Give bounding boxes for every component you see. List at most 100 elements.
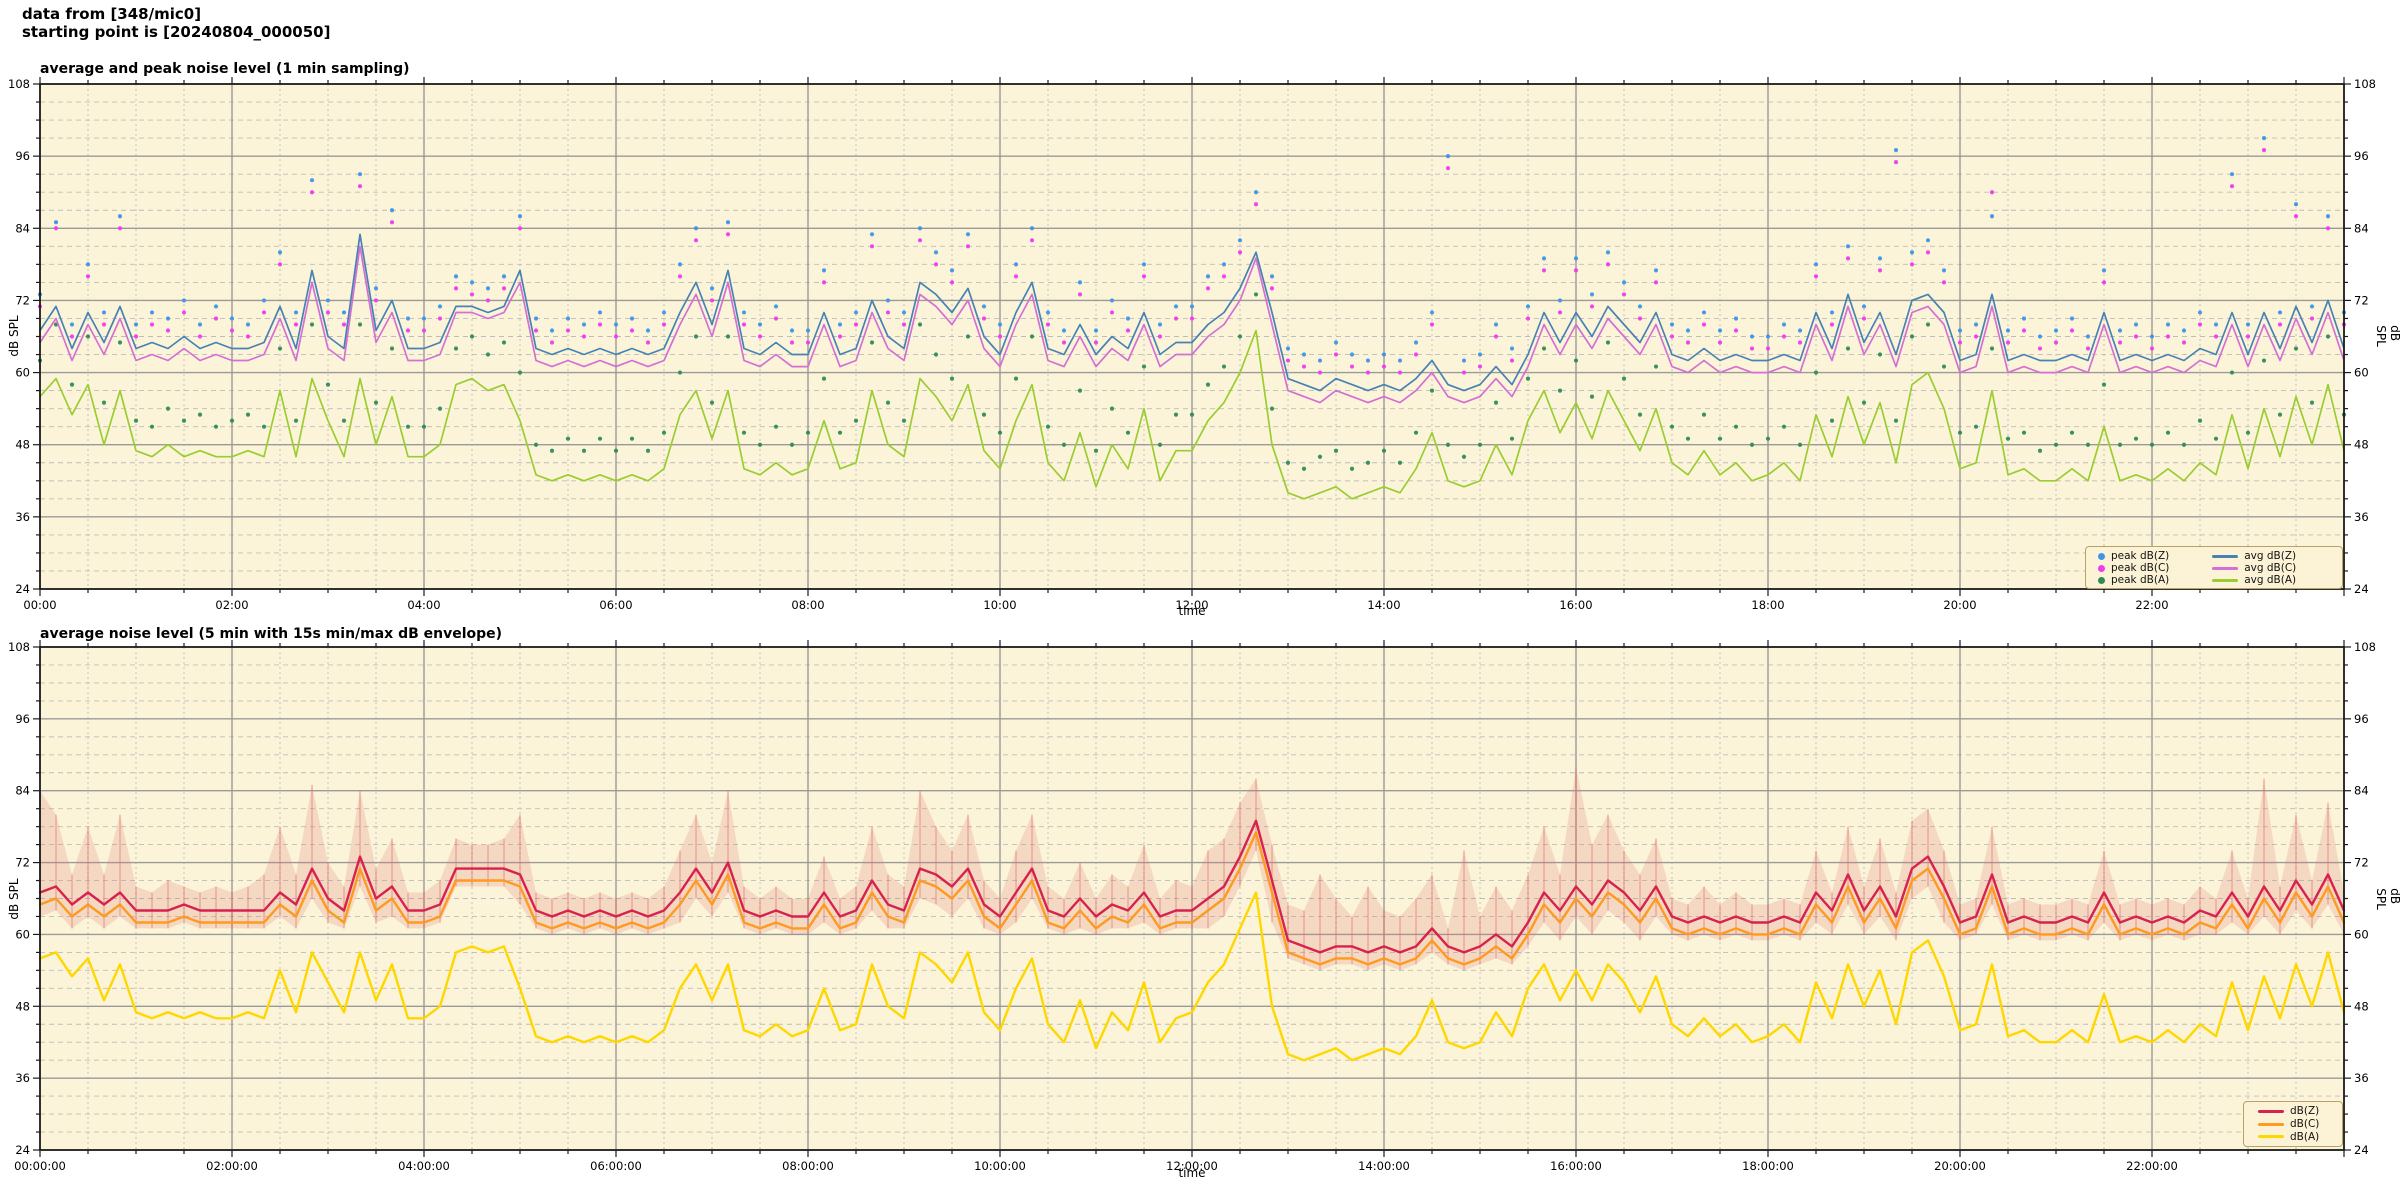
point-peak-db-c- <box>2229 184 2235 189</box>
point-peak-db-a- <box>565 436 571 441</box>
point-peak-db-a- <box>1557 388 1563 393</box>
point-peak-db-a- <box>1957 430 1963 435</box>
point-peak-db-z- <box>2261 136 2267 141</box>
chart2-legend: dB(Z) dB(C) dB(A) <box>2243 1101 2343 1147</box>
point-peak-db-z- <box>661 310 667 315</box>
point-peak-db-z- <box>901 310 907 315</box>
point-peak-db-z- <box>1477 352 1483 357</box>
point-peak-db-a- <box>837 430 843 435</box>
point-peak-db-a- <box>1637 412 1643 417</box>
point-peak-db-z- <box>485 286 491 291</box>
point-peak-db-z- <box>1877 256 1883 261</box>
point-peak-db-c- <box>2037 346 2043 351</box>
legend-label: avg dB(C) <box>2244 562 2297 574</box>
point-peak-db-z- <box>677 262 683 267</box>
point-peak-db-a- <box>165 406 171 411</box>
point-peak-db-c- <box>2181 340 2187 345</box>
point-peak-db-c- <box>1557 310 1563 315</box>
point-peak-db-z- <box>1541 256 1547 261</box>
x-tick-label: 02:00:00 <box>206 1159 258 1173</box>
point-peak-db-z- <box>757 322 763 327</box>
x-tick-label: 12:00 <box>1175 598 1208 612</box>
point-peak-db-z- <box>101 310 107 315</box>
point-peak-db-a- <box>2245 430 2251 435</box>
point-peak-db-z- <box>277 250 283 255</box>
point-peak-db-a- <box>1013 376 1019 381</box>
point-peak-db-a- <box>293 418 299 423</box>
chart2-xlabel: time <box>1178 1166 1206 1180</box>
point-peak-db-z- <box>1669 322 1675 327</box>
point-peak-db-c- <box>1045 322 1051 327</box>
point-peak-db-c- <box>837 334 843 339</box>
point-peak-db-z- <box>2101 268 2107 273</box>
point-peak-db-c- <box>1669 334 1675 339</box>
point-peak-db-z- <box>501 274 507 279</box>
series-db-z- <box>38 819 2346 954</box>
point-peak-db-c- <box>1701 322 1707 327</box>
y-tick-label-left: 72 <box>15 856 30 870</box>
point-peak-db-z- <box>1813 262 1819 267</box>
x-tick-label: 00:00 <box>23 598 56 612</box>
point-peak-db-a- <box>2165 430 2171 435</box>
point-peak-db-c- <box>1013 274 1019 279</box>
point-peak-db-z- <box>245 322 251 327</box>
point-peak-db-a- <box>1589 394 1595 399</box>
point-peak-db-c- <box>1029 238 1035 243</box>
point-peak-db-c- <box>2069 328 2075 333</box>
x-tick-label: 20:00 <box>1943 598 1976 612</box>
point-peak-db-z- <box>1925 238 1931 243</box>
point-peak-db-z- <box>1125 316 1131 321</box>
x-tick-label: 02:00 <box>215 598 248 612</box>
point-peak-db-z- <box>1061 328 1067 333</box>
point-peak-db-c- <box>357 184 363 189</box>
point-peak-db-c- <box>1189 316 1195 321</box>
point-peak-db-c- <box>1877 268 1883 273</box>
point-peak-db-z- <box>1237 238 1243 243</box>
point-peak-db-a- <box>1877 352 1883 357</box>
point-peak-db-c- <box>245 334 251 339</box>
point-peak-db-a- <box>1125 430 1131 435</box>
point-peak-db-z- <box>645 328 651 333</box>
chart1-xlabel: time <box>1178 604 1206 618</box>
point-peak-db-a- <box>133 418 139 423</box>
y-tick-label-left: 96 <box>15 712 30 726</box>
point-peak-db-c- <box>1509 358 1515 363</box>
point-peak-db-a- <box>1301 466 1307 471</box>
legend-item-peak-dbc: peak dB(C) <box>2092 562 2204 574</box>
point-peak-db-c- <box>901 322 907 327</box>
point-peak-db-z- <box>789 328 795 333</box>
point-peak-db-a- <box>1813 370 1819 375</box>
point-peak-db-z- <box>309 178 315 183</box>
point-peak-db-c- <box>821 280 827 285</box>
point-peak-db-a- <box>2037 448 2043 453</box>
point-peak-db-c- <box>2133 334 2139 339</box>
point-peak-db-c- <box>1173 316 1179 321</box>
point-peak-db-c- <box>1317 370 1323 375</box>
point-peak-db-z- <box>1253 190 1259 195</box>
point-peak-db-a- <box>1221 364 1227 369</box>
point-peak-db-c- <box>69 334 75 339</box>
point-peak-db-a- <box>1205 382 1211 387</box>
y-tick-label-left: 36 <box>15 1071 30 1085</box>
point-peak-db-z- <box>725 220 731 225</box>
x-tick-label: 10:00:00 <box>974 1159 1026 1173</box>
point-peak-db-a- <box>1397 460 1403 465</box>
point-peak-db-a- <box>261 424 267 429</box>
point-peak-db-c- <box>2149 346 2155 351</box>
legend-item-peak-dba: peak dB(A) <box>2092 574 2204 586</box>
point-peak-db-c- <box>2277 322 2283 327</box>
legend-label: dB(Z) <box>2290 1105 2320 1118</box>
point-peak-db-a- <box>2053 442 2059 447</box>
point-peak-db-c- <box>1269 286 1275 291</box>
envelope-band <box>40 766 2344 971</box>
point-peak-db-a- <box>613 448 619 453</box>
point-peak-db-c- <box>1461 370 1467 375</box>
point-peak-db-c- <box>1589 304 1595 309</box>
point-peak-db-a- <box>853 418 859 423</box>
y-tick-label-left: 108 <box>8 640 30 654</box>
point-peak-db-z- <box>117 214 123 219</box>
point-peak-db-z- <box>1077 280 1083 285</box>
chart1-ylabel-right: dB SPL <box>2374 325 2400 347</box>
point-peak-db-z- <box>1957 328 1963 333</box>
